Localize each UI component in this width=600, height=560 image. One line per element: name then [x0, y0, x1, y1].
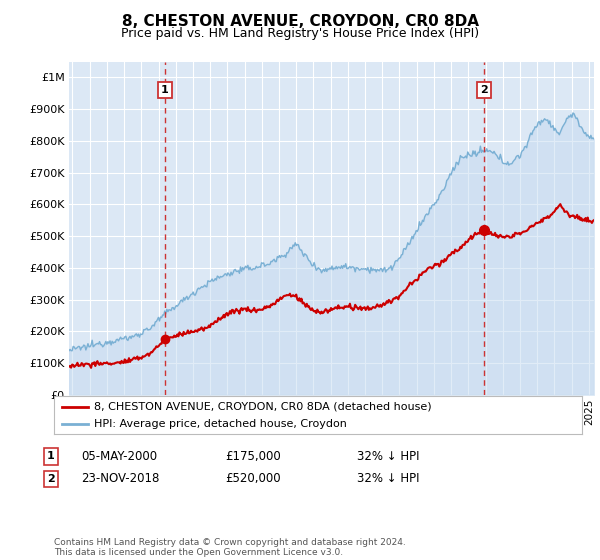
Text: 2: 2	[480, 85, 488, 95]
Text: 23-NOV-2018: 23-NOV-2018	[81, 472, 160, 486]
Text: £520,000: £520,000	[225, 472, 281, 486]
Text: 8, CHESTON AVENUE, CROYDON, CR0 8DA: 8, CHESTON AVENUE, CROYDON, CR0 8DA	[121, 14, 479, 29]
Text: £175,000: £175,000	[225, 450, 281, 463]
Text: 32% ↓ HPI: 32% ↓ HPI	[357, 450, 419, 463]
Text: Price paid vs. HM Land Registry's House Price Index (HPI): Price paid vs. HM Land Registry's House …	[121, 27, 479, 40]
Text: 05-MAY-2000: 05-MAY-2000	[81, 450, 157, 463]
Text: 8, CHESTON AVENUE, CROYDON, CR0 8DA (detached house): 8, CHESTON AVENUE, CROYDON, CR0 8DA (det…	[94, 402, 431, 412]
Text: Contains HM Land Registry data © Crown copyright and database right 2024.
This d: Contains HM Land Registry data © Crown c…	[54, 538, 406, 557]
Text: 32% ↓ HPI: 32% ↓ HPI	[357, 472, 419, 486]
Text: 1: 1	[47, 451, 55, 461]
Text: 2: 2	[47, 474, 55, 484]
Text: HPI: Average price, detached house, Croydon: HPI: Average price, detached house, Croy…	[94, 419, 346, 430]
Text: 1: 1	[161, 85, 169, 95]
